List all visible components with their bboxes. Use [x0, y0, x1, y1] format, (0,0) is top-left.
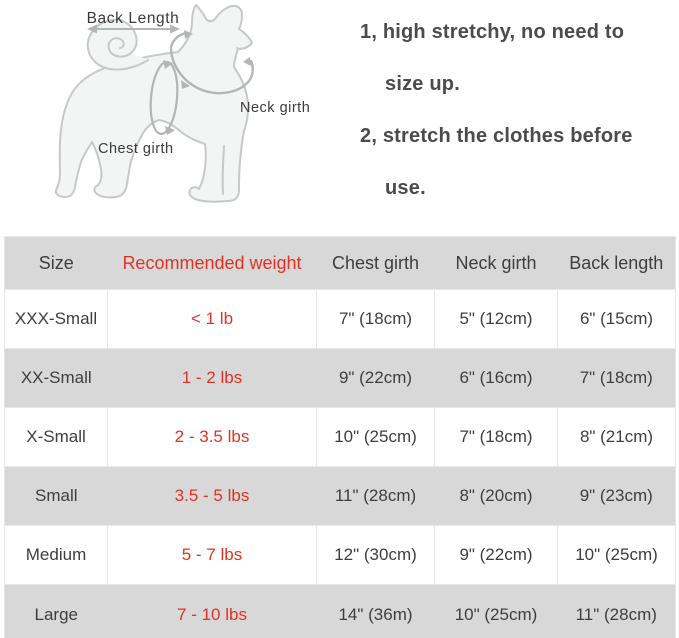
cell-size: X-Small: [4, 407, 108, 467]
dog-measurement-diagram: Back Length Neck girth Chest girth: [54, 4, 310, 203]
cell-weight: 1 - 2 lbs: [181, 368, 243, 387]
dog-mouth-line: [236, 43, 252, 50]
neck-girth-ellipse: [169, 30, 254, 95]
cell-weight: 5 - 7 lbs: [107, 525, 317, 585]
cell-size: Medium: [4, 525, 108, 585]
cell-neck: 9" (22cm): [434, 525, 558, 585]
cell-chest: 10" (25cm): [316, 407, 435, 467]
dog-front-leg-line: [221, 145, 225, 195]
cell-size: XXX-Small: [4, 289, 108, 349]
chest-girth-ellipse: [149, 60, 179, 135]
neck-girth-label: Neck girth: [240, 100, 310, 116]
cell-back: 11" (28cm): [575, 605, 657, 624]
cell-back: 6" (15cm): [557, 289, 676, 349]
cell-neck: 6" (16cm): [459, 368, 533, 387]
table-row: Small 3.5 - 5 lbs 11" (28cm) 8" (20cm) 9…: [4, 466, 676, 526]
chest-girth-label: Chest girth: [98, 141, 174, 157]
note-2-line-2: use.: [385, 177, 426, 199]
header-chest-girth: Chest girth: [331, 252, 420, 273]
table-row: Large 7 - 10 lbs 14" (36m) 10" (25cm) 11…: [4, 584, 676, 638]
header-recommended-weight: Recommended weight: [122, 252, 302, 273]
table-row: Medium 5 - 7 lbs 12" (30cm) 9" (22cm) 10…: [4, 525, 676, 585]
cell-chest: 7" (18cm): [316, 289, 435, 349]
header-neck-girth: Neck girth: [455, 252, 537, 273]
dog-body-outline: [54, 4, 253, 203]
header-back-length: Back length: [569, 252, 664, 273]
cell-neck: 8" (20cm): [459, 486, 533, 505]
stretch-notes: 1, high stretchy, no need to size up. 2,…: [360, 6, 672, 214]
back-length-label: Back Length: [87, 10, 180, 27]
dog-illustration: [54, 4, 253, 203]
table-row: X-Small 2 - 3.5 lbs 10" (25cm) 7" (18cm)…: [4, 407, 676, 467]
cell-back: 9" (23cm): [579, 486, 653, 505]
cell-weight: 3.5 - 5 lbs: [174, 486, 250, 505]
cell-chest: 11" (28cm): [334, 486, 417, 505]
size-table-wrap: Size Recommended weight Chest girth Neck…: [4, 236, 676, 638]
table-row: XXX-Small < 1 lb 7" (18cm) 5" (12cm) 6" …: [4, 289, 676, 349]
cell-size: XX-Small: [20, 368, 92, 387]
cell-back: 10" (25cm): [557, 525, 676, 585]
cell-chest: 12" (30cm): [316, 525, 435, 585]
header-size: Size: [38, 252, 74, 273]
cell-neck: 10" (25cm): [454, 605, 538, 624]
cell-weight: 2 - 3.5 lbs: [107, 407, 317, 467]
dog-tail-curl: [86, 18, 149, 71]
note-2-line-1: 2, stretch the clothes before: [360, 125, 633, 147]
cell-neck: 5" (12cm): [434, 289, 558, 349]
cell-size: Small: [34, 486, 78, 505]
cell-chest: 9" (22cm): [338, 368, 413, 387]
table-header-row: Size Recommended weight Chest girth Neck…: [4, 236, 676, 290]
cell-size: Large: [34, 605, 78, 624]
cell-back: 7" (18cm): [579, 368, 653, 387]
note-1-line-1: 1, high stretchy, no need to: [360, 21, 625, 43]
back-length-arrow: [87, 24, 180, 34]
cell-back: 8" (21cm): [557, 407, 676, 467]
cell-weight: < 1 lb: [107, 289, 317, 349]
cell-neck: 7" (18cm): [434, 407, 558, 467]
table-row: XX-Small 1 - 2 lbs 9" (22cm) 6" (16cm) 7…: [4, 348, 676, 408]
size-table: Size Recommended weight Chest girth Neck…: [4, 236, 676, 638]
cell-weight: 7 - 10 lbs: [177, 605, 247, 624]
note-1-line-2: size up.: [385, 73, 460, 95]
cell-chest: 14" (36m): [338, 605, 413, 624]
